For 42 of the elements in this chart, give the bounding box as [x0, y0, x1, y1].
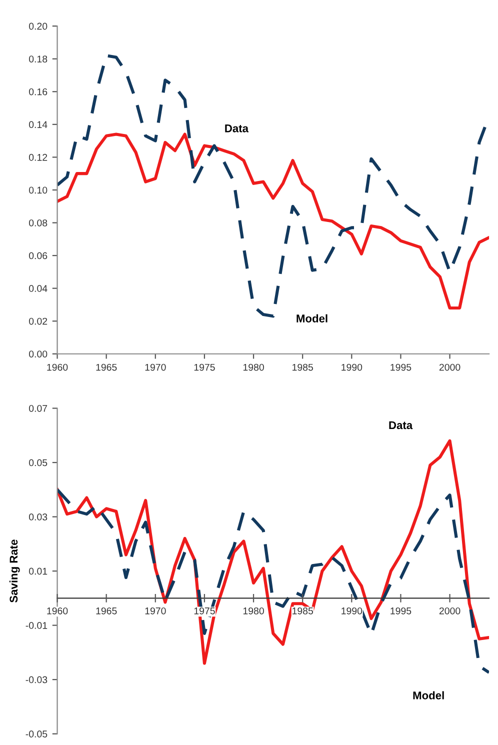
y-tick-label: 0.20: [29, 22, 48, 30]
y-tick-label: -0.05: [26, 730, 48, 738]
y-tick-label: 0.06: [29, 252, 48, 260]
x-tick-label: 1960: [47, 607, 68, 614]
y-tick-label: 0.10: [29, 186, 48, 194]
y-tick-label: 0.01: [29, 568, 48, 575]
x-tick-label: 1980: [243, 364, 264, 371]
y-axis-title: Saving Rate: [9, 540, 20, 603]
x-tick-label: 1995: [390, 607, 412, 614]
x-tick-label: 1990: [342, 364, 362, 371]
y-tick-label: 0.04: [29, 285, 48, 292]
y-tick-label: 0.08: [29, 219, 48, 226]
y-tick-label: 0.05: [29, 459, 48, 466]
x-tick-label: 1960: [47, 364, 68, 371]
annotation: Model: [413, 691, 444, 700]
annotation: Data: [389, 421, 413, 430]
y-tick-label: 0.02: [29, 318, 48, 325]
y-tick-label: 0.03: [29, 514, 48, 520]
x-tick-label: 1975: [194, 364, 215, 371]
x-tick-label: 1975: [194, 607, 215, 614]
x-tick-label: 1965: [96, 607, 117, 614]
x-tick-label: 1985: [292, 607, 313, 614]
y-tick-label: 0.12: [29, 154, 48, 161]
y-tick-label: 0.14: [29, 121, 48, 128]
y-tick-label: 0.07: [29, 404, 48, 412]
x-tick-label: 2000: [439, 364, 460, 371]
y-tick-label: 0.00: [29, 350, 48, 358]
x-tick-label: 1995: [390, 364, 412, 371]
x-tick-label: 1970: [145, 364, 166, 371]
x-tick-label: 1970: [145, 607, 166, 614]
y-tick-label: 0.18: [29, 56, 48, 62]
x-tick-label: 1980: [243, 607, 264, 614]
x-tick-label: 2000: [439, 607, 460, 614]
line-series: [57, 132, 490, 310]
y-tick-label: 0.16: [29, 88, 48, 96]
x-tick-label: 1985: [292, 364, 313, 371]
x-tick-label: 1990: [342, 607, 362, 614]
annotation: Data: [225, 124, 249, 132]
x-tick-label: 1965: [96, 364, 117, 371]
y-tick-label: -0.03: [26, 676, 48, 684]
annotation: Model: [296, 314, 328, 322]
y-tick-label: -0.01: [26, 622, 48, 629]
